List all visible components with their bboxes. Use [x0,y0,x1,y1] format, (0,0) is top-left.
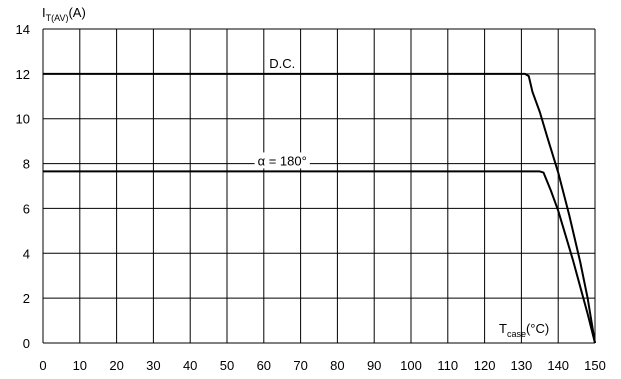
x-tick-label: 50 [220,358,234,373]
x-axis-label: Tcase(°C) [499,321,549,339]
x-tick-label: 70 [293,358,307,373]
svg-text:D.C.: D.C. [269,56,295,71]
x-tick-label: 60 [257,358,271,373]
x-tick-label: 80 [330,358,344,373]
y-tick-label: 0 [23,336,30,351]
y-axis-label: IT(AV)(A) [42,5,86,23]
y-tick-label: 8 [23,157,30,172]
x-tick-label: 10 [73,358,87,373]
y-tick-label: 10 [16,112,30,127]
series-line-2 [43,170,596,344]
grid [42,28,596,344]
x-tick-label: 150 [584,358,606,373]
x-tick-label: 140 [547,358,569,373]
x-tick-label: 90 [367,358,381,373]
x-tick-label: 40 [183,358,197,373]
y-tick-label: 12 [16,67,30,82]
axis-labels: IT(AV)(A) Tcase(°C) [42,5,549,339]
x-tick-label: 130 [511,358,533,373]
x-tick-label: 0 [39,358,46,373]
y-tick-label: 14 [16,22,30,37]
x-tick-label: 120 [474,358,496,373]
y-tick-label: 2 [23,291,30,306]
y-tick-label: 4 [23,246,30,261]
tick-labels: 0 10 20 30 40 50 60 70 80 90 100 110 120 130 140 150 0 2 4… [16,22,606,373]
x-tick-label: 100 [400,358,422,373]
series-label-1: D.C. [266,54,299,71]
series-lines: D.C. α = 180° [43,54,596,344]
svg-text:α = 180°: α = 180° [258,153,307,168]
y-tick-label: 6 [23,201,30,216]
x-tick-label: 110 [437,358,458,373]
x-tick-label: 20 [109,358,123,373]
series-label-2: α = 180° [254,152,310,169]
x-tick-label: 30 [146,358,160,373]
series-line-1 [43,72,596,344]
